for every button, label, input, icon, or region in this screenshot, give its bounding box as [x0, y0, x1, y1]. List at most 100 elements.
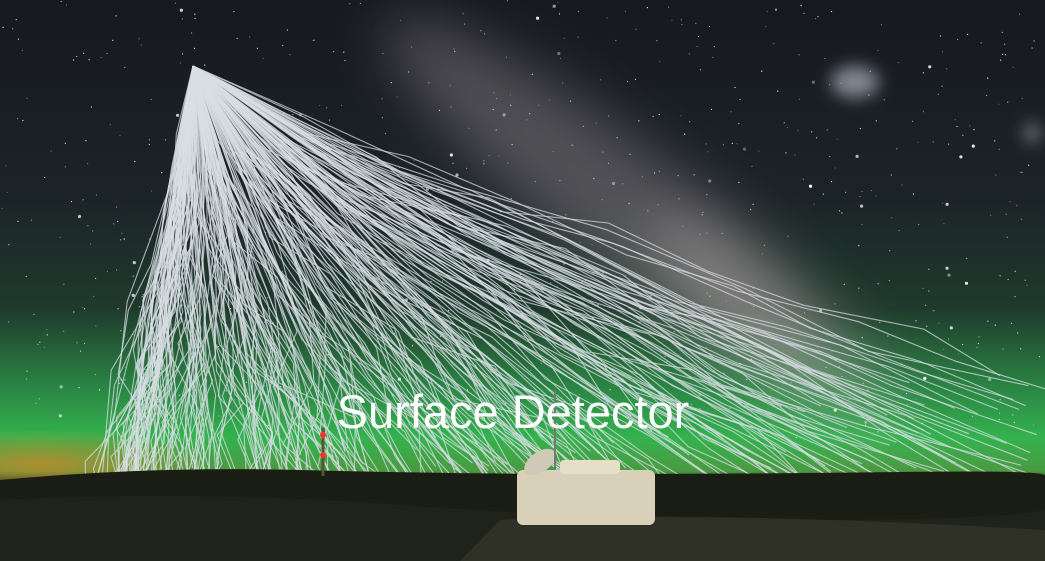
- star: [777, 90, 779, 92]
- shower-track: [192, 65, 346, 451]
- shower-track: [192, 65, 805, 483]
- star: [90, 243, 92, 245]
- shower-track: [192, 65, 531, 521]
- shower-track: [192, 65, 363, 524]
- star: [1028, 164, 1030, 166]
- star: [449, 153, 453, 157]
- star: [638, 120, 640, 122]
- star: [85, 140, 87, 142]
- star: [33, 313, 35, 315]
- shower-track: [192, 65, 337, 484]
- star: [829, 155, 831, 158]
- star: [204, 64, 206, 66]
- star: [676, 409, 679, 411]
- star: [990, 214, 992, 216]
- star: [312, 39, 314, 42]
- shower-track: [192, 65, 965, 512]
- star: [225, 390, 227, 392]
- star: [550, 282, 552, 284]
- star: [736, 143, 738, 145]
- star: [999, 399, 1001, 401]
- star: [785, 152, 787, 154]
- star: [708, 25, 711, 28]
- star: [1016, 205, 1018, 207]
- star: [148, 238, 150, 240]
- star: [191, 32, 193, 34]
- star: [705, 346, 707, 348]
- shower-track: [192, 65, 588, 483]
- star: [906, 404, 908, 406]
- star: [557, 51, 561, 56]
- star: [688, 53, 690, 55]
- star: [858, 287, 860, 289]
- star: [937, 93, 939, 95]
- star: [117, 220, 119, 223]
- star: [826, 129, 828, 131]
- magellanic-clouds: [831, 66, 1040, 143]
- star: [99, 389, 101, 391]
- star: [858, 245, 860, 247]
- shower-track: [192, 65, 874, 463]
- star: [657, 426, 659, 428]
- star: [834, 303, 836, 305]
- star: [1007, 278, 1009, 281]
- star: [124, 366, 126, 368]
- star: [596, 413, 600, 417]
- star: [72, 59, 75, 61]
- star: [730, 111, 732, 113]
- star: [928, 268, 930, 270]
- shower-track: [191, 65, 217, 508]
- star: [121, 232, 123, 234]
- star: [1, 208, 3, 210]
- star: [896, 148, 898, 150]
- star: [313, 39, 315, 41]
- star: [328, 119, 330, 121]
- star: [861, 337, 863, 339]
- star: [822, 193, 824, 195]
- star: [696, 45, 698, 48]
- star: [787, 235, 789, 237]
- star: [267, 297, 269, 299]
- star: [115, 15, 117, 17]
- star: [845, 191, 847, 193]
- star: [233, 11, 235, 13]
- star: [533, 429, 536, 431]
- star: [113, 223, 115, 225]
- star: [1009, 201, 1011, 203]
- star: [1001, 31, 1003, 33]
- star: [132, 275, 134, 277]
- star: [816, 137, 818, 139]
- star: [263, 385, 266, 387]
- star: [119, 239, 122, 241]
- star: [245, 381, 248, 383]
- star: [829, 84, 831, 86]
- star: [425, 187, 429, 191]
- shower-track: [192, 65, 956, 464]
- star: [194, 409, 196, 411]
- star: [928, 290, 930, 292]
- star: [695, 22, 697, 24]
- star: [841, 212, 843, 214]
- star: [684, 133, 686, 135]
- star: [82, 307, 84, 309]
- star: [267, 424, 269, 426]
- shower-track: [84, 65, 194, 541]
- star: [21, 49, 23, 52]
- star: [286, 29, 288, 31]
- shower-track: [192, 65, 787, 453]
- star: [63, 283, 65, 285]
- star: [933, 310, 935, 312]
- star: [652, 115, 654, 117]
- star: [879, 321, 881, 323]
- star: [811, 131, 813, 133]
- shower-track: [101, 65, 194, 531]
- shower-track: [192, 65, 520, 508]
- shower-track: [190, 65, 208, 473]
- star: [998, 103, 1000, 105]
- shower-track: [192, 65, 543, 437]
- caption: Surface Detector: [337, 385, 690, 438]
- star: [836, 138, 838, 140]
- star: [947, 143, 950, 145]
- star: [76, 342, 78, 344]
- star: [956, 125, 958, 128]
